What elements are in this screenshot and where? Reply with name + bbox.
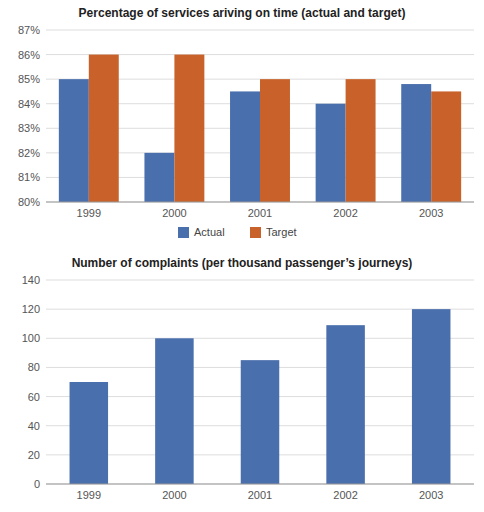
bar — [401, 84, 431, 202]
y-tick-label: 81% — [18, 171, 40, 183]
legend-swatch — [250, 227, 261, 238]
x-tick-label: 2002 — [333, 207, 357, 219]
bar — [316, 104, 346, 202]
y-tick-label: 140 — [22, 274, 40, 286]
y-tick-label: 0 — [34, 478, 40, 490]
legend-swatch — [178, 227, 189, 238]
y-tick-label: 120 — [22, 303, 40, 315]
y-tick-label: 40 — [28, 420, 40, 432]
grid-line — [46, 280, 474, 281]
bar — [230, 91, 260, 202]
bars — [70, 309, 451, 484]
grid-line — [46, 484, 474, 485]
bar — [412, 309, 451, 484]
legend-label: Target — [266, 226, 297, 238]
bar — [155, 338, 194, 484]
x-tick-label: 1999 — [77, 207, 101, 219]
chart: Number of complaints (per thousand passe… — [22, 256, 474, 501]
chart-title: Percentage of services ariving on time (… — [79, 6, 406, 20]
grid-line — [46, 202, 474, 203]
x-tick-label: 2001 — [248, 489, 272, 501]
bar — [346, 79, 376, 202]
y-tick-label: 83% — [18, 122, 40, 134]
bar — [431, 91, 461, 202]
y-tick-label: 60 — [28, 391, 40, 403]
bar — [59, 79, 89, 202]
chart-canvas: Percentage of services ariving on time (… — [0, 0, 484, 512]
y-tick-label: 20 — [28, 449, 40, 461]
y-tick-label: 100 — [22, 332, 40, 344]
y-tick-label: 86% — [18, 49, 40, 61]
x-tick-label: 2002 — [333, 489, 357, 501]
y-tick-label: 87% — [18, 24, 40, 36]
chart: Percentage of services ariving on time (… — [18, 6, 474, 512]
x-tick-label: 2003 — [419, 207, 443, 219]
x-tick-label: 2000 — [162, 207, 186, 219]
y-tick-label: 84% — [18, 98, 40, 110]
y-tick-label: 82% — [18, 147, 40, 159]
chart-title: Number of complaints (per thousand passe… — [72, 256, 413, 270]
bars — [59, 55, 461, 202]
y-tick-label: 80% — [18, 196, 40, 208]
legend-label: Actual — [194, 226, 225, 238]
y-tick-label: 80 — [28, 361, 40, 373]
x-axis-line — [46, 484, 474, 485]
x-tick-label: 2000 — [162, 489, 186, 501]
grid-line — [46, 309, 474, 310]
bar — [326, 325, 365, 484]
bar — [260, 79, 290, 202]
x-tick-label: 2003 — [419, 489, 443, 501]
bar — [174, 55, 204, 202]
bar — [70, 382, 109, 484]
grid-line — [46, 30, 474, 31]
bar — [144, 153, 174, 202]
grid-line — [46, 338, 474, 339]
x-tick-label: 2001 — [248, 207, 272, 219]
legend: Actual Target — [178, 226, 297, 238]
x-axis-line — [46, 202, 474, 203]
bar — [241, 360, 280, 484]
bar — [89, 55, 119, 202]
x-tick-label: 1999 — [77, 489, 101, 501]
y-tick-label: 85% — [18, 73, 40, 85]
